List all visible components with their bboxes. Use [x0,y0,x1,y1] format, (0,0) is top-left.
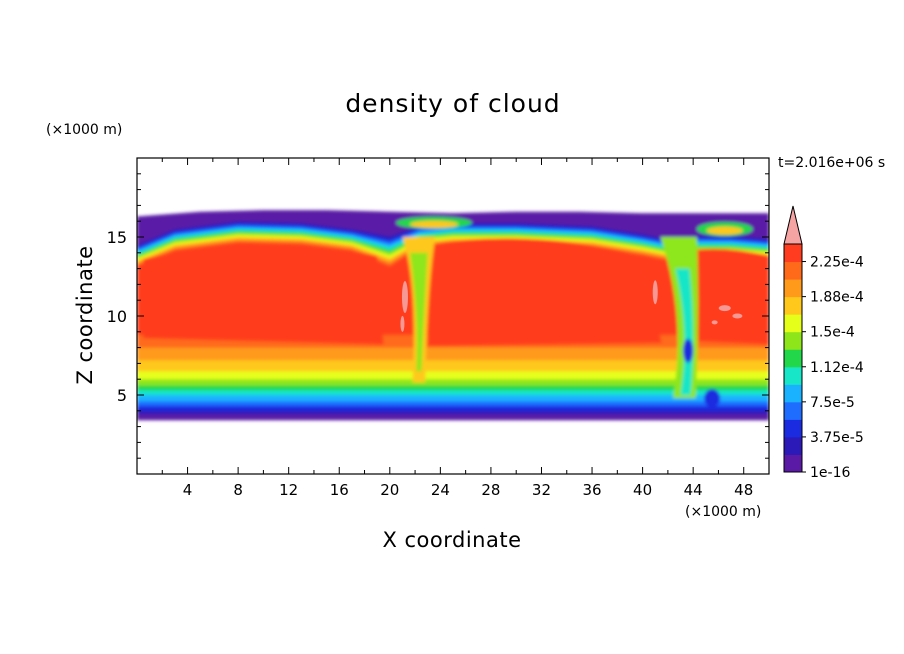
x-tick-label: 12 [279,481,298,499]
overflow-streaks [400,280,743,332]
overflow-streak-0 [401,281,408,314]
colorbar-label: 1.12e-4 [810,360,864,376]
chart-title: density of cloud [345,89,560,118]
colorbar-label: 3.75e-5 [810,430,864,446]
colorbar-band [784,436,802,455]
x-tick-label: 20 [380,481,399,499]
x-tick-label: 4 [183,481,193,499]
low-pocket-45 [704,389,721,408]
colorbar-band [784,244,802,263]
colorbar-label: 1.88e-4 [810,290,864,306]
anvil-pocket-23-inner [410,220,459,228]
colorbar-label: 1e-16 [810,465,850,481]
colorbar-band [784,331,802,350]
colorbar-band [784,384,802,403]
x-tick-label: 36 [582,481,601,499]
core-middle [427,238,662,347]
cloud-density-field [137,210,769,421]
colorbar: 1e-16 3.75e-5 7.5e-5 1.12e-4 1.5e-4 1.88e-4 2.… [783,205,864,481]
field-bands [137,210,769,421]
x-tick-label: 32 [532,481,551,499]
x-unit-label: (×1000 m) [685,504,761,520]
x-tick-label: 28 [481,481,500,499]
x-tick-label: 40 [633,481,652,499]
overflow-streak-5 [711,320,718,325]
y-tick-label: 15 [107,228,127,247]
x-tick-label: 24 [431,481,450,499]
x-tick-label: 16 [330,481,349,499]
x-axis-label: X coordinate [382,528,521,552]
colorbar-label: 7.5e-5 [810,395,855,411]
colorbar-band [784,349,802,368]
colorbar-band [784,419,802,438]
colorbar-band [784,366,802,385]
overflow-streak-3 [718,305,731,312]
colorbar-band [784,279,802,298]
colorbar-band [784,296,802,315]
y-unit-label: (×1000 m) [46,122,122,138]
downdraft-22-inner [410,252,428,372]
downdraft-43-inner [675,268,693,395]
core-left [143,244,384,345]
downdraft-43-core [683,338,694,363]
colorbar-band [784,314,802,333]
overflow-streak-4 [732,313,743,319]
core-right [695,248,769,345]
colorbar-overflow-triangle [783,205,803,245]
x-tick-label: 48 [734,481,753,499]
colorbar-band [784,454,802,473]
y-tick-label: 10 [107,307,127,326]
overflow-streak-1 [400,315,405,332]
y-axis-label: Z coordinate [73,245,97,384]
y-tick-label: 5 [117,386,127,405]
colorbar-band [784,261,802,280]
x-tick-label: 44 [684,481,703,499]
colorbar-label: 1.5e-4 [810,325,855,341]
colorbar-label: 2.25e-4 [810,255,864,271]
downdrafts [396,216,753,408]
x-tick-label: 8 [233,481,243,499]
colorbar-band [784,401,802,420]
anvil-pocket-46-inner [706,226,743,235]
time-label: t=2.016e+06 s [778,155,885,171]
overflow-streak-2 [652,280,658,305]
